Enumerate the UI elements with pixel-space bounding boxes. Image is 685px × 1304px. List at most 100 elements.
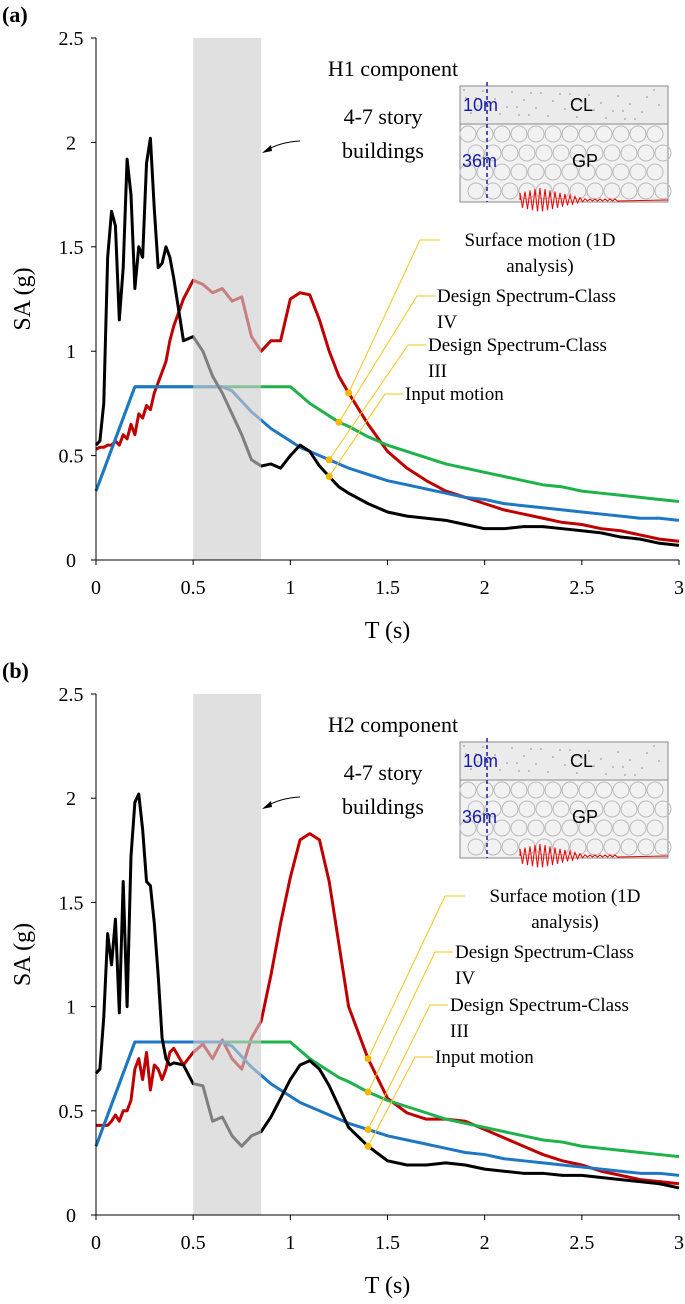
inset-seismogram (519, 843, 669, 868)
inset-gravel-stone (561, 819, 579, 837)
inset-gravel-stone (603, 144, 621, 162)
inset-gravel-stone (637, 838, 655, 856)
inset-gravel-stone (612, 125, 630, 143)
inset-gravel-stone (603, 838, 621, 856)
leader-dot (364, 1088, 372, 1096)
inset-clay-dot (593, 765, 595, 767)
inset-clay-dot (559, 93, 561, 95)
panel-title: H2 component (328, 712, 458, 737)
leader-dot (325, 456, 333, 464)
inset-clay-dot (516, 106, 518, 108)
inset-gravel-stone (612, 781, 630, 799)
inset-gravel-stone (578, 781, 596, 799)
inset-gravel-stone (484, 182, 502, 200)
inset-gravel-stone (561, 163, 579, 181)
inset-clay-dot (576, 116, 578, 118)
x-tick-label: 0.5 (181, 577, 206, 599)
inset-gravel-stone (654, 144, 672, 162)
inset-gravel-stone (578, 125, 596, 143)
x-tick-label: 3 (674, 577, 684, 599)
legend-label: Input motion (435, 1047, 534, 1068)
inset-clay-dot (569, 93, 571, 95)
inset-clay-dot (571, 757, 573, 759)
inset-clay-dot (605, 773, 607, 775)
inset-label: CL (570, 95, 593, 115)
inset-clay-dot (622, 766, 624, 768)
x-tick-label: 1 (285, 577, 295, 599)
series-line (94, 385, 680, 522)
x-tick-label: 0.5 (181, 1232, 206, 1254)
inset-gravel-stone (552, 800, 570, 818)
y-tick-label: 1 (66, 997, 76, 1019)
inset-gravel-stone (646, 125, 664, 143)
legend-label: Design Spectrum-Class III (450, 995, 629, 1042)
leader-dot (364, 1142, 372, 1150)
inset-label: GP (572, 151, 598, 171)
arrow-head (262, 145, 272, 153)
inset-gravel (459, 123, 669, 203)
inset-clay-dot (470, 112, 472, 114)
inset-clay-dot (528, 114, 530, 116)
inset-gravel-stone (493, 125, 511, 143)
inset-clay-dot (617, 95, 619, 97)
inset-gravel-stone (646, 819, 664, 837)
inset-gravel-stone (467, 838, 485, 856)
series-line (94, 385, 680, 504)
inset-clay-dot (465, 97, 467, 99)
inset-clay-dot (634, 118, 636, 120)
inset-gravel-stone (569, 144, 587, 162)
y-tick-label: 2.5 (59, 684, 84, 706)
inset-label: 10m (463, 95, 498, 115)
inset-gravel-stone (501, 144, 519, 162)
inset-clay-dot (511, 91, 513, 93)
inset-gravel-stone (595, 819, 613, 837)
inset-clay-dot (530, 748, 532, 750)
inset-clay-dot (564, 108, 566, 110)
inset-gravel-stone (484, 838, 502, 856)
inset-gravel-stone (595, 125, 613, 143)
inset-gravel-stone (535, 800, 553, 818)
inset-clay-dot (499, 113, 501, 115)
inset-gravel-stone (569, 800, 587, 818)
inset-clay-dot (588, 94, 590, 96)
inset-clay-dot (629, 759, 631, 761)
inset-gravel-stone (629, 163, 647, 181)
inset-clay-dot (646, 752, 648, 754)
inset-clay-dot (540, 92, 542, 94)
inset-clay-dot (641, 767, 643, 769)
legend-label: Surface motion (1D analysis) (489, 886, 641, 933)
x-tick-label: 2 (480, 577, 490, 599)
inset-gravel-stone (544, 163, 562, 181)
inset-gravel-stone (603, 800, 621, 818)
inset-clay-dot (494, 98, 496, 100)
inset-gravel-stone (612, 163, 630, 181)
inset-clay-dot (465, 753, 467, 755)
y-tick-label: 0.5 (59, 446, 84, 468)
inset-clay-dot (624, 118, 626, 120)
panel-label: (b) (2, 658, 29, 683)
inset-seismogram (519, 187, 669, 212)
inset-gravel-stone (595, 163, 613, 181)
inset-gravel-stone (501, 800, 519, 818)
inset-clay-dot (470, 768, 472, 770)
inset-gravel-stone (654, 838, 672, 856)
inset-clay-dot (569, 749, 571, 751)
inset-gravel-stone (476, 125, 494, 143)
inset-gravel-stone (493, 781, 511, 799)
leader-line (367, 895, 465, 1059)
inset-gravel-stone (544, 819, 562, 837)
inset-clay-dot (622, 110, 624, 112)
inset-gravel-stone (629, 125, 647, 143)
inset-gravel-stone (535, 144, 553, 162)
inset-clay-dot (463, 745, 465, 747)
inset-gravel-stone (510, 125, 528, 143)
y-axis-title: SA (g) (10, 267, 36, 330)
inset-gravel-stone (561, 781, 579, 799)
inset-clay-dot (499, 769, 501, 771)
inset-gravel-stone (646, 163, 664, 181)
inset-gravel-stone (493, 163, 511, 181)
inset-clay-dot (523, 755, 525, 757)
inset-label: 36m (462, 151, 497, 171)
inset-gravel-stone (646, 781, 664, 799)
inset-label: CL (570, 751, 593, 771)
